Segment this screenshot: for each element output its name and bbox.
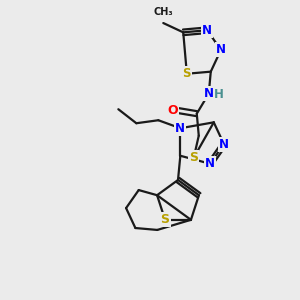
Text: H: H: [214, 88, 224, 101]
Text: S: S: [160, 213, 169, 226]
Text: CH₃: CH₃: [154, 7, 173, 17]
Text: S: S: [183, 67, 191, 80]
Text: N: N: [204, 87, 214, 100]
Text: N: N: [202, 24, 212, 37]
Text: S: S: [189, 151, 198, 164]
Text: N: N: [216, 44, 226, 56]
Text: N: N: [205, 157, 215, 170]
Text: N: N: [219, 138, 229, 151]
Text: N: N: [175, 122, 185, 135]
Text: O: O: [167, 104, 178, 117]
